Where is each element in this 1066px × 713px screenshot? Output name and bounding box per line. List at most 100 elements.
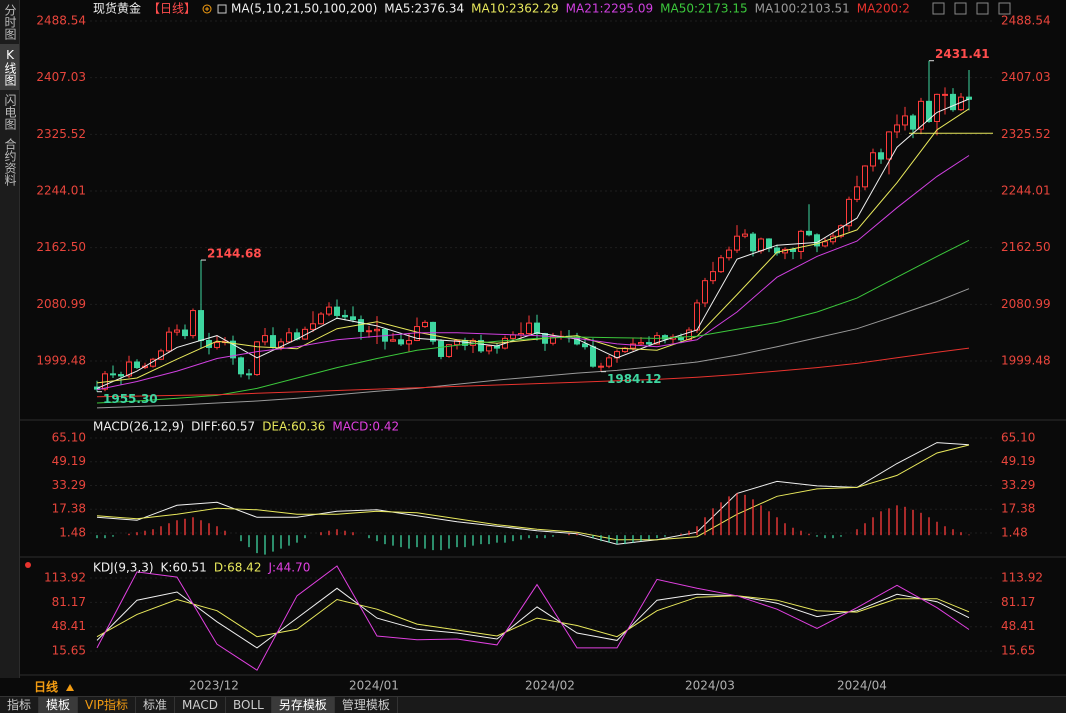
candle-body (454, 339, 460, 346)
candle-body (910, 115, 916, 130)
button[interactable] (954, 2, 967, 15)
candle-body (262, 335, 268, 343)
y-tick-label: 2244.01 (1001, 183, 1051, 197)
candle-body (302, 328, 308, 340)
y-tick-label: 113.92 (1001, 570, 1043, 584)
legend-entry: MA5:2376.34 (384, 2, 464, 16)
candle-body (886, 131, 892, 160)
candle-body (638, 342, 644, 345)
candle-body (822, 241, 828, 247)
candle-body (478, 339, 484, 352)
toolbar-button[interactable]: 模板 (39, 697, 79, 713)
indicator-name: MA(5,10,21,50,100,200) (231, 2, 377, 16)
candle-body (838, 225, 844, 237)
y-tick-label: 2407.03 (1001, 70, 1051, 84)
legend-entry: MA10:2362.29 (471, 2, 559, 16)
indicator-name: KDJ(9,3,3) (93, 561, 154, 575)
y-tick-label: 48.41 (52, 619, 86, 633)
indicator-line (96, 565, 970, 671)
button[interactable] (932, 2, 945, 15)
candle-body (118, 374, 124, 377)
candle-body (278, 341, 284, 348)
candle-body (398, 339, 404, 345)
candle-body (854, 186, 860, 200)
toolbar-button[interactable]: 指标 (0, 697, 40, 713)
toolbar-button[interactable]: 另存模板 (271, 697, 335, 713)
sidebar-tab[interactable]: 合约资料 (3, 138, 17, 186)
candle-body (654, 335, 660, 345)
period[interactable]: 日线 (34, 680, 59, 694)
candle-body (894, 124, 900, 133)
annotation-label: 2431.41 (935, 47, 990, 61)
toolbar-button[interactable]: BOLL (226, 697, 272, 713)
toolbar-button[interactable]: 管理模板 (335, 697, 398, 713)
candle-body (790, 248, 796, 252)
y-tick-label: 17.38 (52, 502, 86, 516)
candle-body (182, 329, 188, 337)
candle-body (318, 313, 324, 325)
candle-body (598, 365, 604, 368)
candle-body (750, 233, 756, 252)
candle-body (334, 306, 340, 316)
y-tick-label: 33.29 (1001, 478, 1035, 492)
legend-entry: MA200:2 (857, 2, 910, 16)
indicator-line (96, 444, 970, 541)
candle-body (110, 373, 116, 376)
y-tick-label: 1.48 (59, 525, 86, 539)
button[interactable] (998, 2, 1011, 15)
y-tick-label: 2325.52 (36, 127, 86, 141)
y-tick-label: 17.38 (1001, 502, 1035, 516)
add-icon (205, 7, 210, 11)
sidebar-tab[interactable]: 分时图 (3, 4, 17, 40)
sidebar-tab[interactable]: K线图 (0, 44, 19, 90)
window-buttons[interactable] (932, 2, 1011, 15)
indicator-line (96, 347, 970, 398)
button[interactable] (976, 2, 989, 15)
candle-body (126, 361, 132, 377)
x-tick-label: 2024/01 (349, 679, 399, 693)
candle-body (438, 340, 444, 357)
candle-body (422, 321, 428, 328)
candle-body (934, 93, 940, 122)
toolbar-button[interactable]: 标准 (136, 697, 176, 713)
candle-body (870, 152, 876, 167)
candle-body (606, 357, 612, 367)
candle-body (582, 343, 588, 348)
candle-body (238, 357, 244, 375)
y-tick-label: 2080.99 (36, 297, 86, 311)
indicator-dot (25, 562, 31, 568)
candle-body (646, 342, 652, 345)
candle-body (390, 339, 396, 342)
settings-icon (217, 4, 227, 14)
candle-body (446, 344, 452, 357)
period-arrow[interactable] (66, 684, 74, 691)
sidebar-tab[interactable]: 闪电图 (3, 94, 17, 130)
indicator-line (96, 587, 970, 649)
toolbar-button[interactable]: MACD (175, 697, 227, 713)
toolbar: 指标 模板 VIP指标 标准 MACD BOLL 另存模板 管理模板 (0, 696, 1066, 713)
candle-body (342, 314, 348, 318)
x-tick-label: 2023/12 (189, 679, 239, 693)
toolbar-button[interactable]: VIP指标 (78, 697, 137, 713)
legend-entry: K:60.51 (161, 561, 207, 575)
candle-body (846, 198, 852, 227)
chart-title: 现货黄金 (93, 1, 141, 16)
candle-body (726, 249, 732, 259)
legend-entry: MA100:2103.51 (755, 2, 850, 16)
candle-body (174, 329, 180, 333)
candle-body (406, 339, 412, 345)
y-tick-label: 2407.03 (36, 70, 86, 84)
y-tick-label: 65.10 (1001, 430, 1035, 444)
y-tick-label: 2162.50 (1001, 240, 1051, 254)
y-tick-label: 1999.48 (36, 353, 86, 367)
x-tick-label: 2024/03 (685, 679, 735, 693)
y-tick-label: 65.10 (52, 430, 86, 444)
candle-body (430, 321, 436, 342)
annotation-label: 1955.30 (103, 392, 158, 406)
y-tick-label: 33.29 (52, 478, 86, 492)
y-tick-label: 15.65 (1001, 644, 1035, 658)
candle-body (510, 334, 516, 339)
y-tick-label: 48.41 (1001, 619, 1035, 633)
